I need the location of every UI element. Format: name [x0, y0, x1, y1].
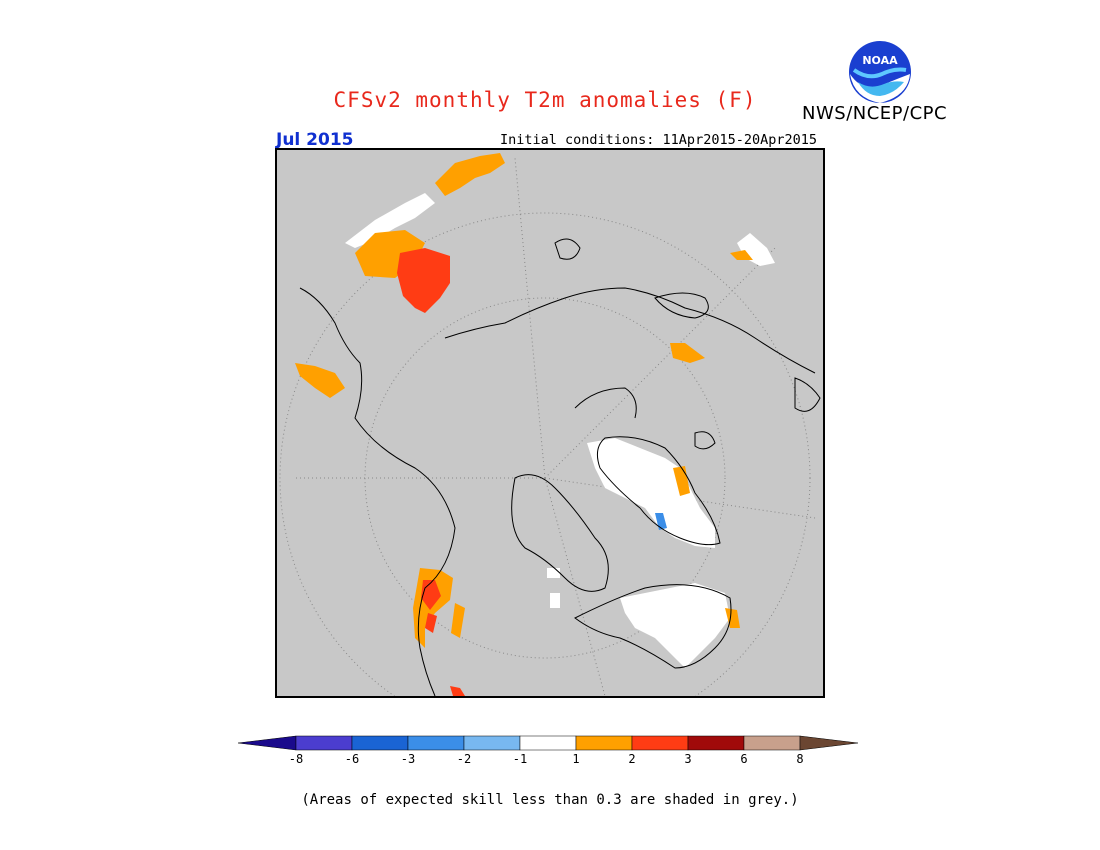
legend-tick-label: 2: [628, 752, 636, 766]
warm-anomaly-plus2: [397, 248, 465, 696]
legend-tick-label: -6: [344, 752, 360, 766]
agency-label: NWS/NCEP/CPC: [802, 103, 948, 124]
legend-swatch: [295, 735, 353, 751]
polar-map: [275, 148, 825, 698]
legend-swatch: [519, 735, 577, 751]
legend-tick-label: -2: [456, 752, 472, 766]
legend-swatch: [463, 735, 521, 751]
legend-arrow-low: [238, 735, 297, 751]
legend-tick-label: 3: [684, 752, 692, 766]
near-normal-regions: [345, 193, 775, 668]
map-background: [275, 148, 825, 698]
legend-tick-label: 6: [740, 752, 748, 766]
noaa-logo: NOAA: [849, 41, 911, 103]
legend-tick-label: 1: [572, 752, 580, 766]
legend-swatch: [687, 735, 745, 751]
legend-swatch: [743, 735, 801, 751]
initial-conditions: Initial conditions: 11Apr2015-20Apr2015: [500, 132, 817, 148]
logo-text: NOAA: [862, 54, 898, 67]
valid-month: Jul 2015: [276, 130, 354, 150]
legend-swatch: [407, 735, 465, 751]
legend-tick-label: -1: [512, 752, 528, 766]
coastlines: [299, 238, 821, 697]
legend-arrow-high: [799, 735, 859, 751]
legend-tick-label: -3: [400, 752, 416, 766]
legend-tick-label: -8: [288, 752, 304, 766]
legend-swatch: [351, 735, 409, 751]
legend-tick-label: 8: [796, 752, 804, 766]
color-legend: [238, 735, 859, 751]
skill-footnote: (Areas of expected skill less than 0.3 a…: [301, 792, 799, 808]
legend-swatch: [575, 735, 633, 751]
legend-swatch: [631, 735, 689, 751]
chart-title: CFSv2 monthly T2m anomalies (F): [333, 88, 757, 112]
map-border: [275, 148, 825, 698]
